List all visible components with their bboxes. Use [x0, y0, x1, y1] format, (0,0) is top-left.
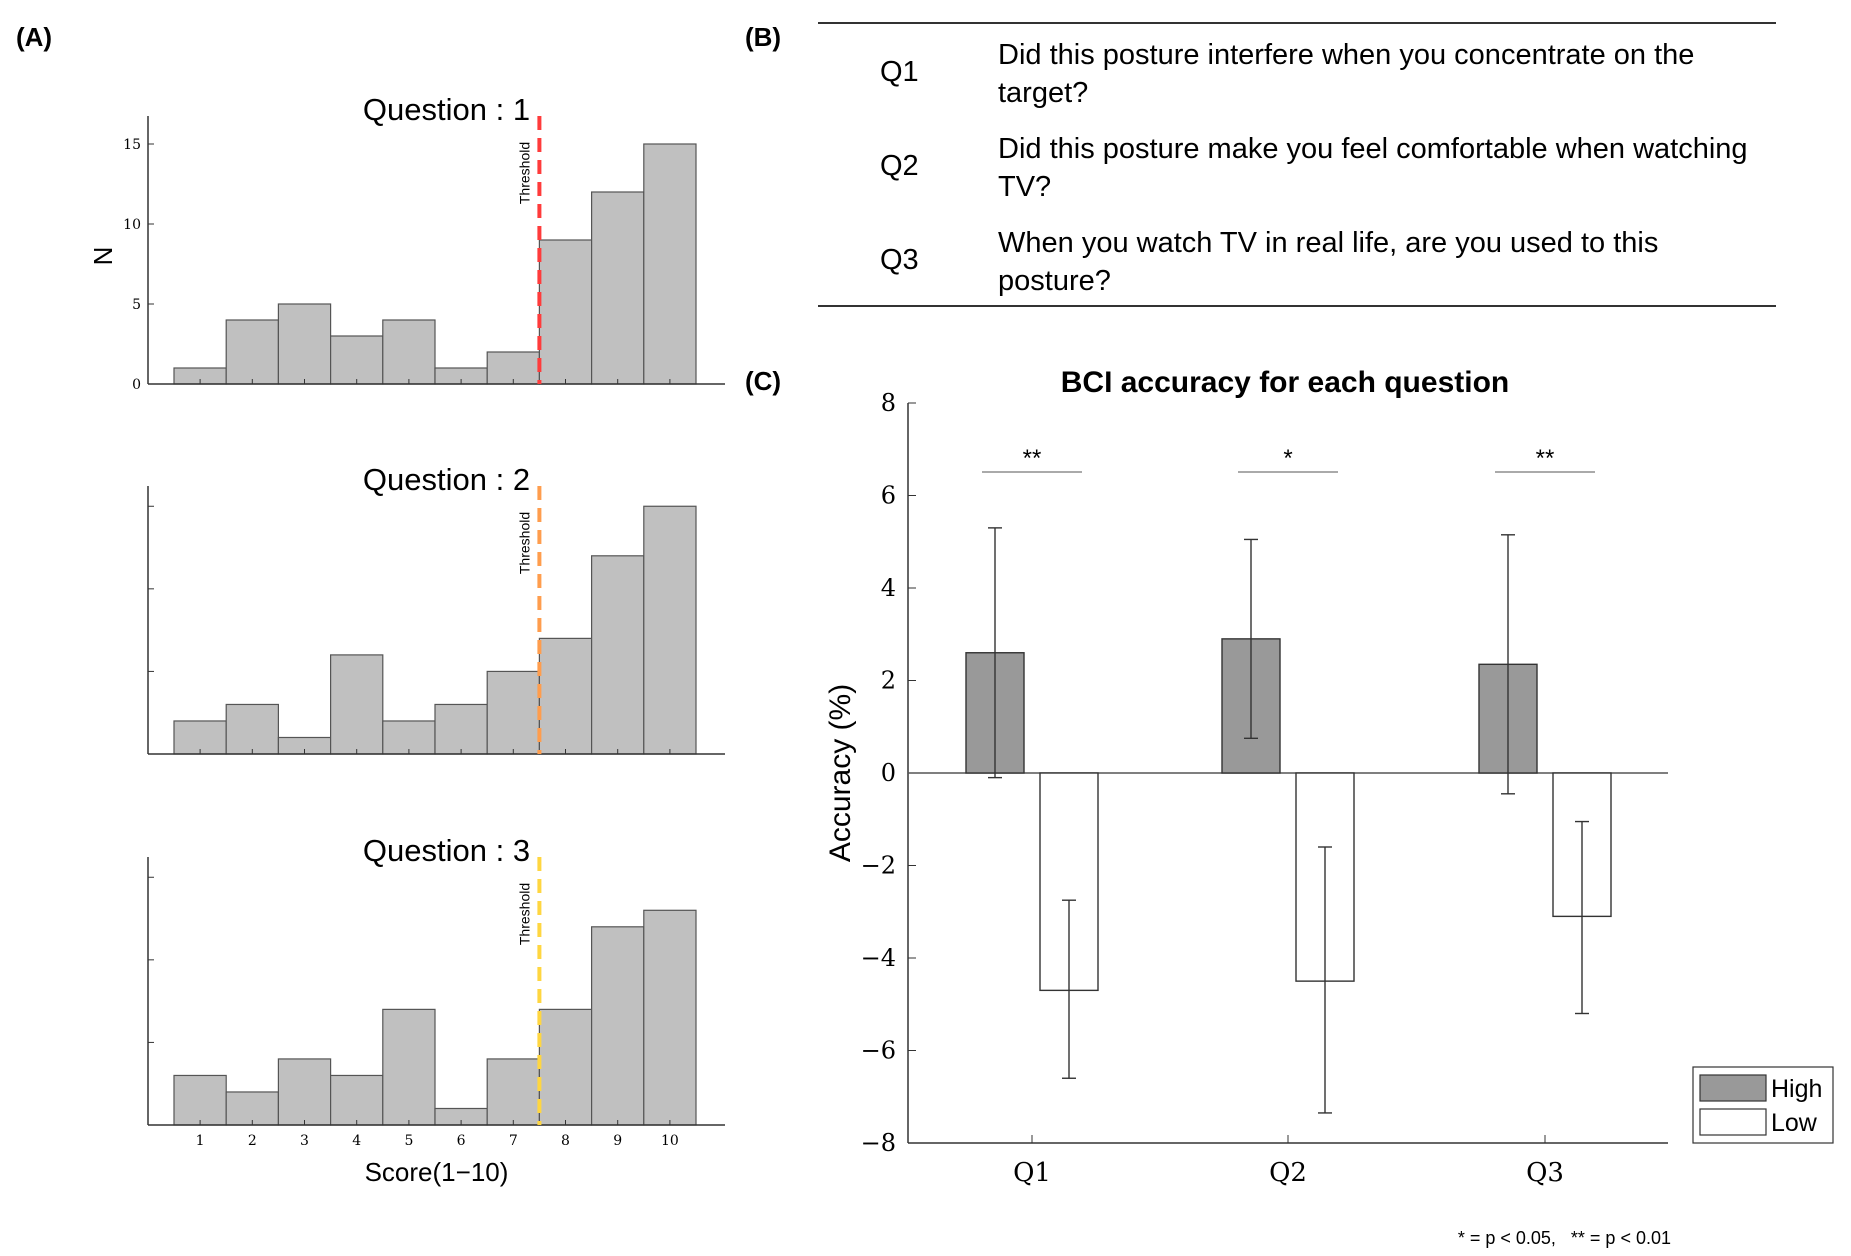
panel-label-a: (A) — [16, 22, 53, 52]
histogram-bar — [590, 926, 645, 1126]
x-tick-label: 3 — [300, 1133, 309, 1149]
question-row-q3: Q3 When you watch TV in real life, are y… — [818, 220, 1776, 300]
histogram-bar — [643, 143, 697, 385]
y-axis-label: Accuracy (%) — [824, 684, 857, 862]
chart-title: BCI accuracy for each question — [1061, 366, 1509, 399]
question-row-q1: Q1 Did this posture interfere when you c… — [818, 32, 1776, 112]
legend: High Low — [1692, 1066, 1834, 1144]
y-tick-label: 0 — [132, 377, 141, 393]
histogram-bar — [330, 335, 384, 385]
x-tick-label: 10 — [661, 1133, 679, 1149]
y-tick-label: 5 — [132, 297, 141, 313]
legend-label: Low — [1771, 1109, 1818, 1137]
y-axis-label: N — [88, 247, 118, 266]
histogram-title: Question : 2 — [363, 462, 530, 497]
x-axis-label: Score(1−10) — [365, 1157, 509, 1187]
histogram-bar — [643, 505, 697, 755]
x-tick-label: 7 — [509, 1133, 518, 1149]
y-tick-label: −2 — [861, 852, 896, 880]
histogram-bar — [382, 319, 436, 385]
question-text: When you watch TV in real life, are you … — [998, 227, 1659, 297]
histogram-question-1: Question : 1 0 5 10 15 Threshold N — [88, 92, 725, 393]
histogram-bar — [486, 670, 541, 755]
y-tick-label: 10 — [123, 217, 141, 233]
x-tick-label: Q1 — [1013, 1158, 1051, 1188]
histogram-question-3: Question : 3 1 2 3 4 5 6 7 8 9 10 Threshold Score(1−… — [147, 833, 725, 1187]
x-tick-label: Q3 — [1526, 1158, 1564, 1188]
histogram-bar — [382, 720, 436, 755]
question-row-q2: Q2 Did this posture make you feel comfor… — [818, 126, 1776, 206]
legend-label: High — [1771, 1075, 1822, 1103]
histogram-bar — [434, 703, 488, 755]
histogram-bar — [277, 303, 332, 385]
significance-marker: ** — [1023, 445, 1042, 472]
histogram-bar — [382, 1008, 436, 1126]
significance-marker: * — [1283, 445, 1292, 472]
x-tick-label: 4 — [352, 1133, 361, 1149]
histogram-question-2: Question : 2 Threshold — [147, 462, 725, 755]
significance-marker: ** — [1536, 445, 1555, 472]
x-tick-label: 6 — [457, 1133, 466, 1149]
histogram-bar — [330, 1074, 384, 1126]
question-id: Q2 — [880, 149, 919, 182]
histogram-bar — [225, 703, 279, 755]
histogram-bar — [643, 909, 697, 1126]
question-text: Did this posture interfere when you conc… — [998, 39, 1695, 109]
histogram-title: Question : 1 — [363, 92, 530, 127]
threshold-label: Threshold — [516, 142, 532, 204]
threshold-label: Threshold — [516, 883, 532, 945]
y-tick-label: 4 — [881, 574, 896, 602]
legend-swatch-low — [1699, 1108, 1767, 1136]
histogram-bar — [538, 239, 593, 385]
y-tick-label: 15 — [123, 137, 141, 153]
question-id: Q1 — [880, 55, 919, 88]
y-tick-label: 0 — [881, 759, 896, 787]
histogram-bar — [590, 191, 645, 385]
histogram-bar — [538, 1008, 593, 1126]
histogram-bar — [486, 1058, 541, 1126]
histogram-bar — [277, 1058, 332, 1126]
histogram-bar — [225, 1091, 279, 1126]
y-tick-label: −8 — [861, 1129, 896, 1157]
question-text: Did this posture make you feel comfortab… — [998, 133, 1748, 203]
y-tick-label: 6 — [881, 482, 896, 510]
x-tick-label: Q2 — [1269, 1158, 1307, 1188]
histogram-bar — [538, 637, 593, 755]
y-tick-label: −6 — [861, 1037, 896, 1065]
histogram-bar — [330, 654, 384, 755]
panel-label-c: (C) — [745, 366, 782, 396]
histogram-bar — [225, 319, 279, 385]
questions-table: Q1 Did this posture interfere when you c… — [818, 22, 1776, 307]
histogram-title: Question : 3 — [363, 833, 530, 868]
y-tick-label: −4 — [861, 944, 896, 972]
y-tick-label: 8 — [881, 389, 896, 417]
threshold-label: Threshold — [516, 512, 532, 574]
x-tick-label: 5 — [404, 1133, 413, 1149]
x-tick-label: 2 — [248, 1133, 257, 1149]
x-tick-label: 9 — [613, 1133, 622, 1149]
bci-accuracy-chart: BCI accuracy for each question 8 6 4 2 0 −2 −4 −… — [824, 366, 1834, 1188]
histogram-bar — [173, 1074, 227, 1126]
x-tick-label: 1 — [196, 1133, 205, 1149]
legend-swatch-high — [1699, 1074, 1767, 1102]
significance-footnote: * = p < 0.05, ** = p < 0.01 — [1457, 1228, 1671, 1248]
x-tick-label: 8 — [561, 1133, 570, 1149]
panel-label-b: (B) — [745, 22, 782, 52]
y-tick-label: 2 — [881, 667, 896, 695]
histogram-bar — [590, 555, 645, 755]
question-id: Q3 — [880, 243, 919, 276]
